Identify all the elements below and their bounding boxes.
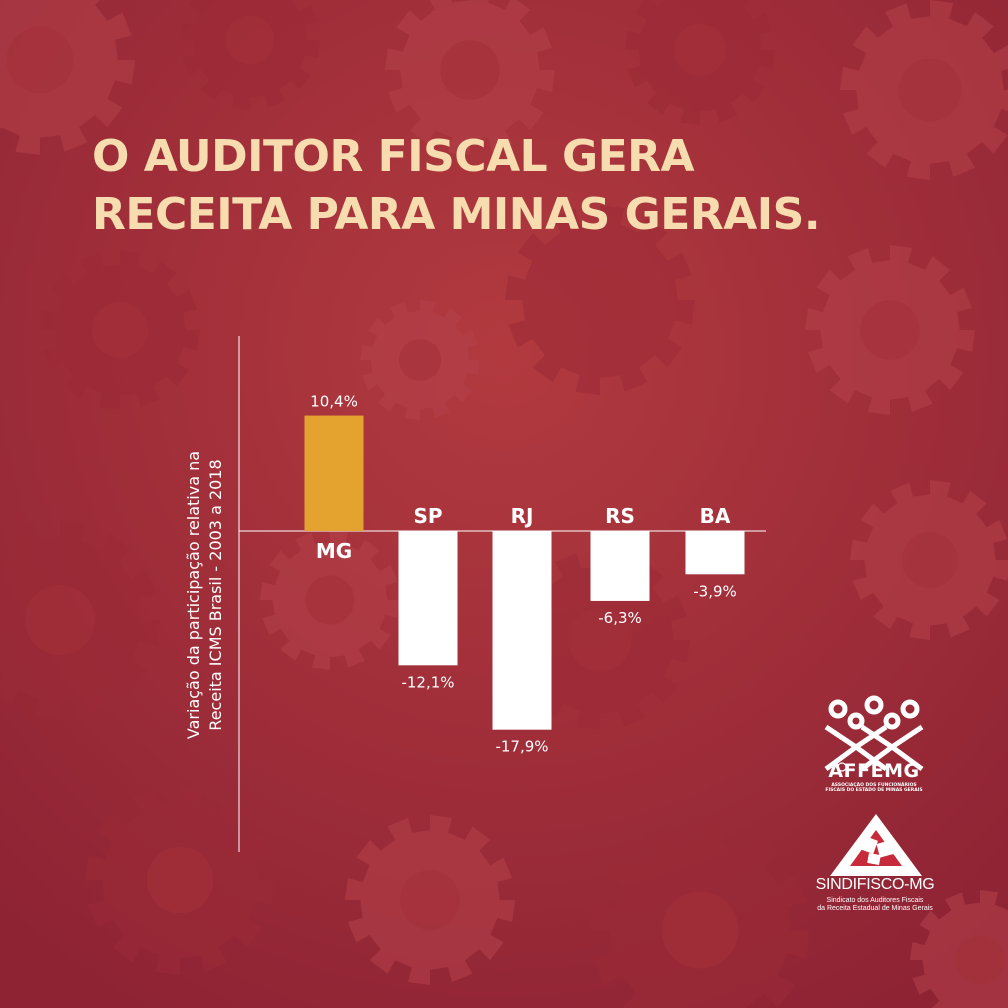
value-label-ba: -3,9% <box>693 582 737 600</box>
gear-hole <box>92 302 148 358</box>
affemg-logo-subtitle: ASSOCIAÇÃO DOS FUNCIONÁRIOS FISCAIS DO E… <box>808 783 940 793</box>
category-label-ba: BA <box>700 504 731 528</box>
headline-line-2: RECEITA PARA MINAS GERAIS. <box>92 189 821 240</box>
gear-hole <box>661 891 739 969</box>
bar-sp <box>398 531 458 666</box>
gear-hole <box>225 15 275 65</box>
gear-hole <box>440 40 500 100</box>
y-axis-title: Variação da participação relativa na Rec… <box>183 385 227 805</box>
value-label-rs: -6,3% <box>598 609 642 627</box>
value-label-rj: -17,9% <box>495 738 548 756</box>
bar-mg <box>304 415 364 531</box>
bar-ba <box>685 531 745 575</box>
gear-hole <box>25 585 95 655</box>
affemg-logo-subtitle-2: FISCAIS DO ESTADO DE MINAS GERAIS <box>825 788 923 793</box>
gear-hole <box>568 608 632 672</box>
category-label-rs: RS <box>605 504 635 528</box>
y-axis-title-line-1: Variação da participação relativa na <box>184 450 203 740</box>
headline-line-1: O AUDITOR FISCAL GERA <box>92 131 695 182</box>
affemg-logo-name: AFFEMG <box>828 760 920 782</box>
sindifisco-logo-subtitle-1: Sindicato dos Auditores Fiscais <box>826 897 924 904</box>
gear-hole <box>6 26 74 94</box>
category-label-mg: MG <box>316 539 352 563</box>
bars-group: MG 10,4% SP -12,1% RJ -17,9% RS -6,3% BA -3,9% <box>304 393 745 756</box>
bar-rs <box>590 531 650 601</box>
sindifisco-logo <box>830 814 922 876</box>
bar-rj <box>492 531 552 730</box>
gear-hole <box>673 23 727 77</box>
headline: O AUDITOR FISCAL GERA RECEITA PARA MINAS… <box>92 128 972 244</box>
gear-hole <box>955 935 1005 985</box>
gear-hole <box>566 266 634 334</box>
gear-hole <box>305 575 355 625</box>
category-label-rj: RJ <box>511 504 534 528</box>
category-label-sp: SP <box>413 504 442 528</box>
sindifisco-logo-name: SINDIFISCO-MG <box>815 876 935 893</box>
gear-hole <box>898 58 962 122</box>
affemg-logo <box>824 695 924 772</box>
sindifisco-logo-subtitle-2: da Receita Estadual de Minas Gerais <box>817 905 933 912</box>
gear-hole <box>400 870 460 930</box>
gear-hole <box>902 532 958 588</box>
gear-hole <box>860 300 920 360</box>
value-label-mg: 10,4% <box>310 393 358 411</box>
gear-hole <box>146 846 214 914</box>
value-label-sp: -12,1% <box>401 673 454 691</box>
y-axis-title-line-2: Receita ICMS Brasil - 2003 a 2018 <box>206 459 225 731</box>
sindifisco-logo-subtitle: Sindicato dos Auditores Fiscais da Recei… <box>790 897 960 913</box>
affemg-logo-subtitle-1: ASSOCIAÇÃO DOS FUNCIONÁRIOS <box>831 783 917 788</box>
gear-hole <box>399 339 441 381</box>
